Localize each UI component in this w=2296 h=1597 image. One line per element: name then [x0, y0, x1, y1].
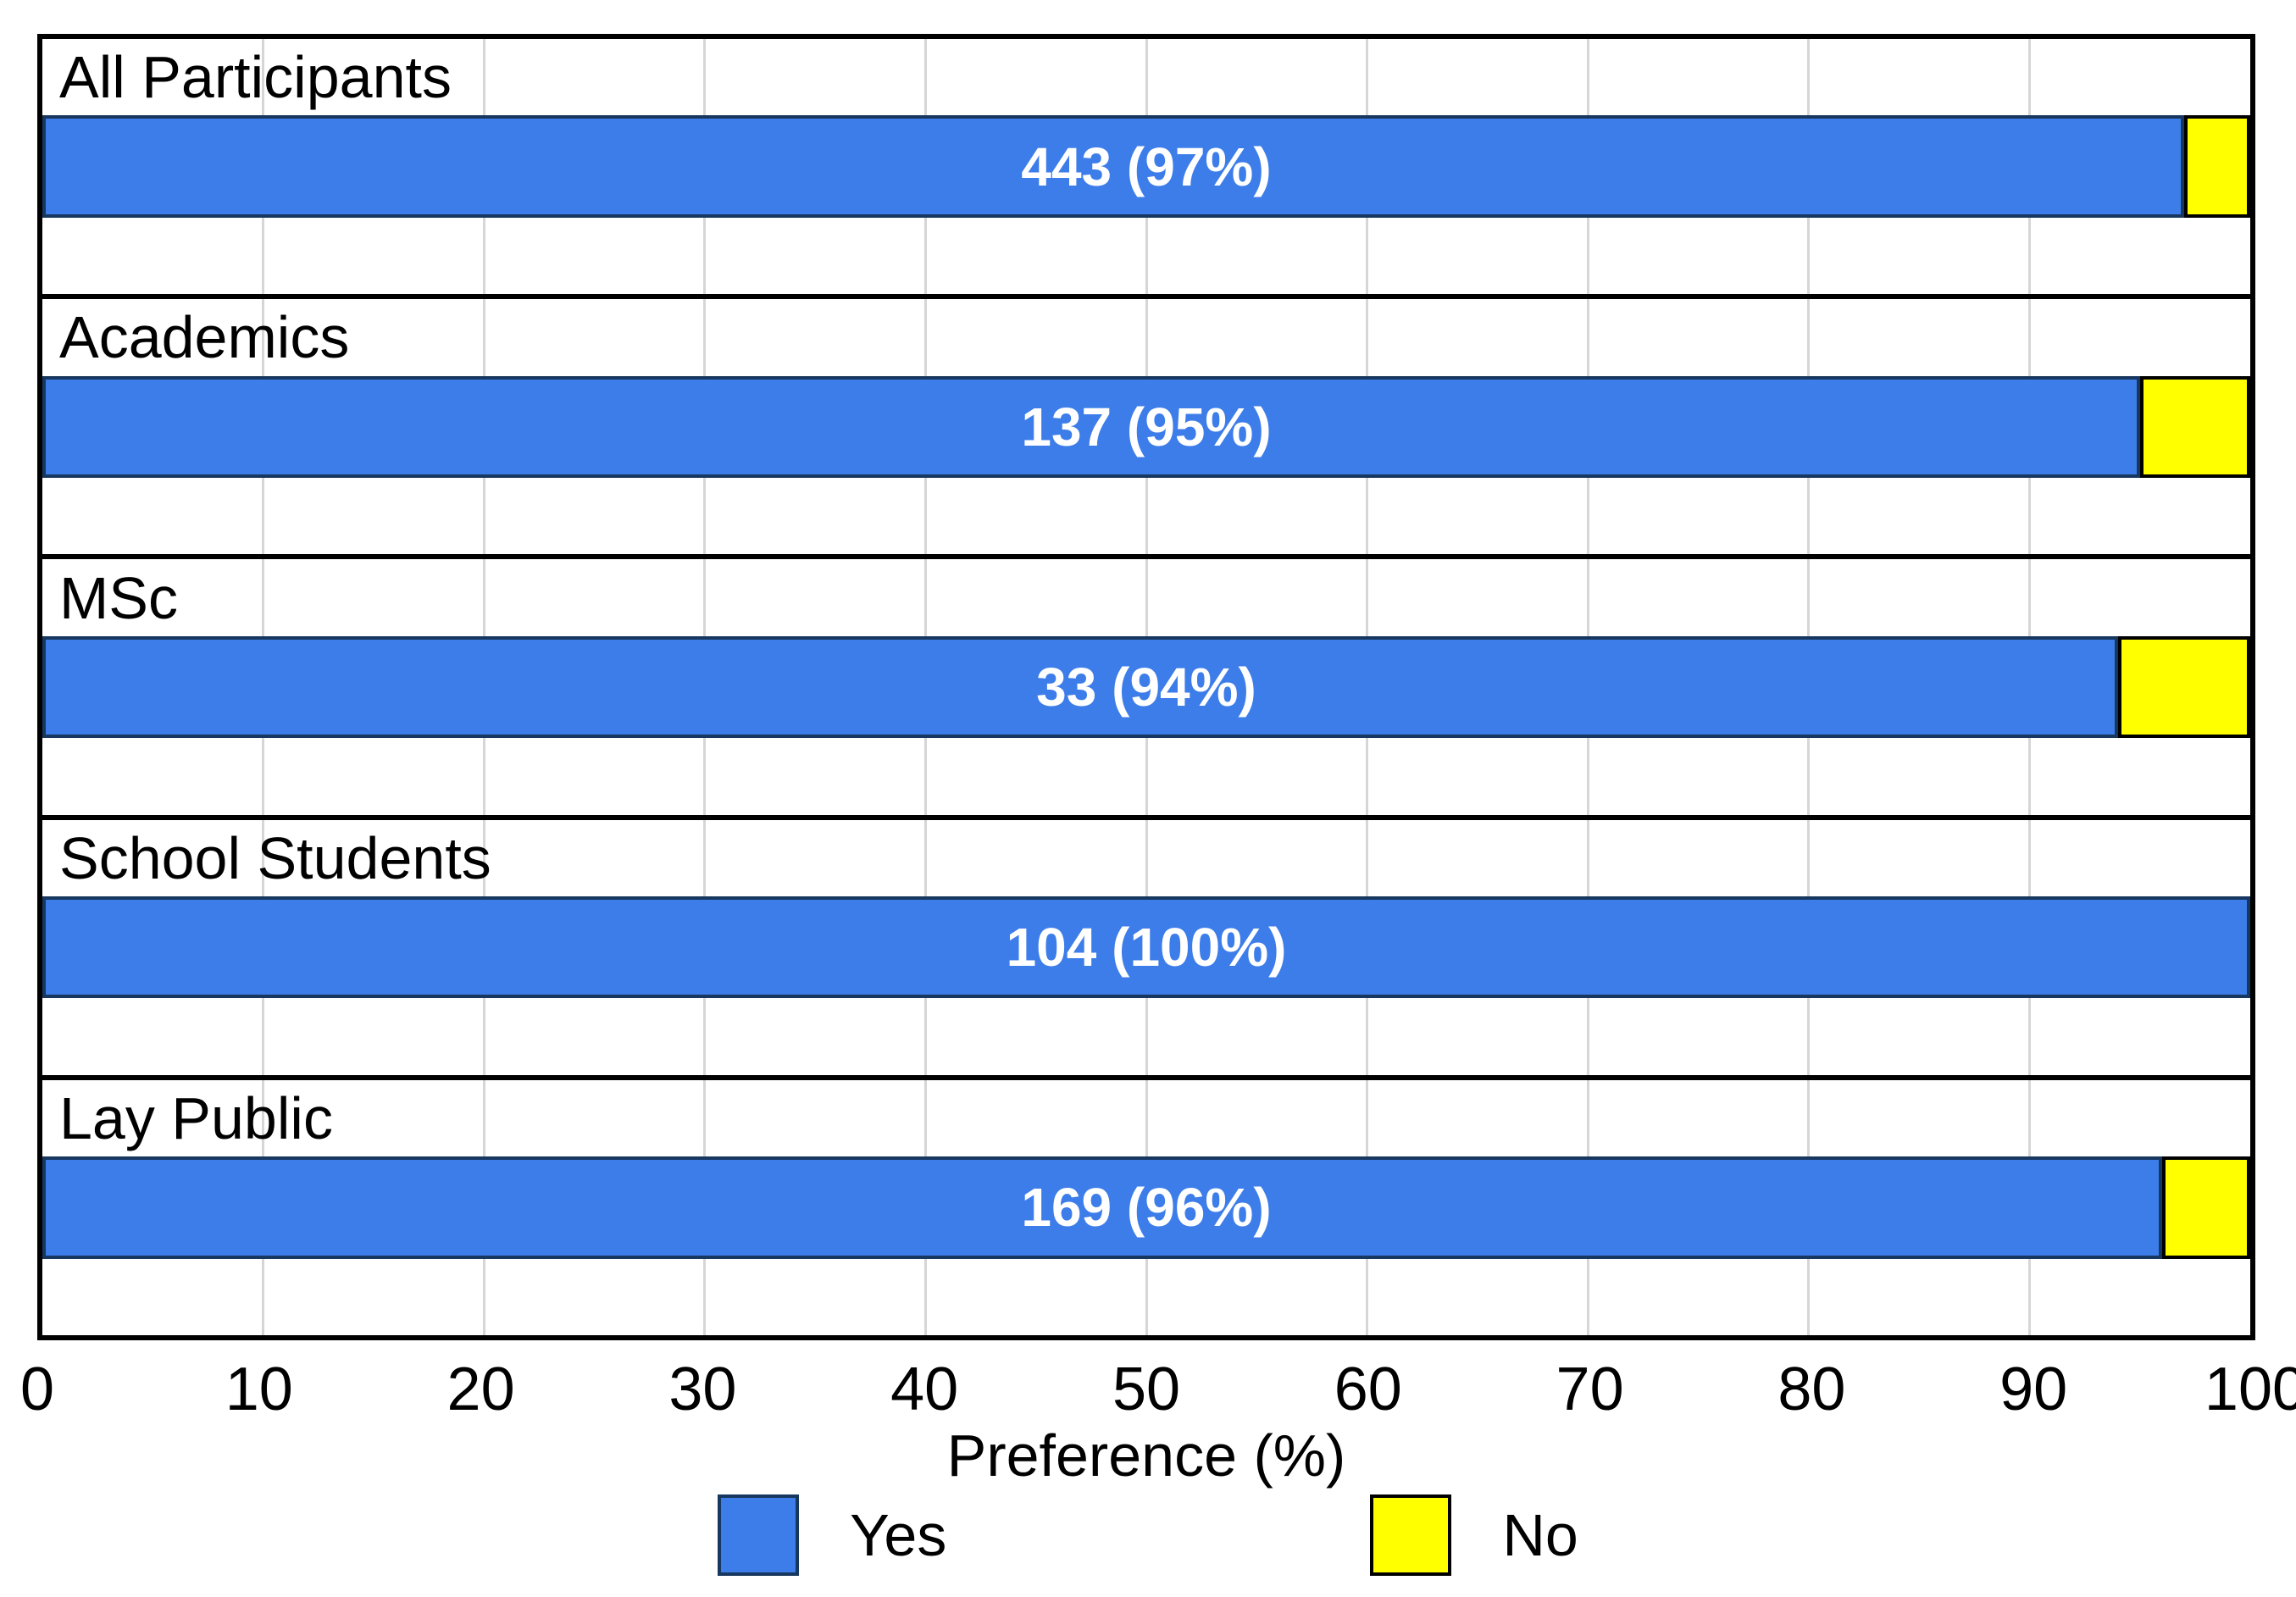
yes-bar-segment [42, 115, 2184, 218]
legend-swatch-no [1370, 1494, 1452, 1576]
x-tick-label-0: 0 [19, 1356, 55, 1423]
row-gap [42, 1259, 2250, 1335]
bar-row: 137 (95%) [42, 375, 2250, 479]
x-tick-label-40: 40 [890, 1356, 959, 1423]
bar-value-label: 443 (97%) [1021, 136, 1272, 197]
legend-label-no: No [1502, 1502, 1578, 1568]
plot-area: All Participants 443 (97%) Academics 137 (9… [37, 34, 2255, 1340]
category-label: School Students [59, 824, 491, 891]
no-bar-segment [2117, 635, 2250, 739]
x-axis: 0 10 20 30 40 50 60 70 80 90 100 [20, 1354, 2296, 1425]
x-tick-label-70: 70 [1556, 1356, 1624, 1423]
row-gap [42, 738, 2250, 814]
bar-row: 443 (97%) [42, 115, 2250, 218]
yes-bar-segment [42, 635, 2118, 739]
x-tick-label-20: 20 [446, 1356, 515, 1423]
category-panel-3: MSc 33 (94%) [42, 559, 2250, 820]
x-tick-label-80: 80 [1777, 1356, 1846, 1423]
row-gap [42, 478, 2250, 554]
category-panels: All Participants 443 (97%) Academics 137 (9… [42, 39, 2250, 1335]
bar-row: 33 (94%) [42, 635, 2250, 739]
legend: Yes No [0, 1493, 2296, 1578]
x-tick-label-50: 50 [1112, 1356, 1181, 1423]
x-tick-label-90: 90 [1999, 1356, 2068, 1423]
category-label: MSc [59, 564, 178, 631]
no-bar-segment [2139, 375, 2250, 479]
no-bar-segment [2161, 1156, 2250, 1259]
bar-row: 169 (96%) [42, 1156, 2250, 1259]
category-label: Lay Public [59, 1084, 333, 1151]
x-tick-label-30: 30 [668, 1356, 737, 1423]
bar-value-label: 104 (100%) [1006, 917, 1287, 979]
category-panel-5: Lay Public 169 (96%) [42, 1080, 2250, 1335]
category-label: Academics [59, 304, 350, 371]
category-label: All Participants [59, 44, 452, 111]
category-panel-2: Academics 137 (95%) [42, 299, 2250, 560]
bar-value-label: 33 (94%) [1036, 657, 1256, 718]
category-panel-4: School Students 104 (100%) [42, 820, 2250, 1080]
category-panel-1: All Participants 443 (97%) [42, 39, 2250, 300]
x-tick-label-100: 100 [2204, 1356, 2296, 1423]
yes-bar-segment [42, 375, 2140, 479]
row-gap [42, 218, 2250, 294]
x-tick-label-60: 60 [1334, 1356, 1402, 1423]
yes-bar-segment [42, 1156, 2162, 1259]
legend-label-yes: Yes [850, 1502, 947, 1568]
x-tick-label-10: 10 [225, 1356, 293, 1423]
x-axis-title: Preference (%) [946, 1422, 1346, 1489]
legend-item-yes: Yes [718, 1494, 946, 1576]
bar-value-label: 137 (95%) [1021, 396, 1272, 457]
yes-bar-segment [42, 896, 2250, 999]
row-gap [42, 998, 2250, 1074]
legend-swatch-yes [718, 1494, 800, 1576]
legend-item-no: No [1370, 1494, 1578, 1576]
bar-value-label: 169 (96%) [1021, 1177, 1272, 1239]
bar-row: 104 (100%) [42, 896, 2250, 999]
no-bar-segment [2183, 115, 2250, 218]
